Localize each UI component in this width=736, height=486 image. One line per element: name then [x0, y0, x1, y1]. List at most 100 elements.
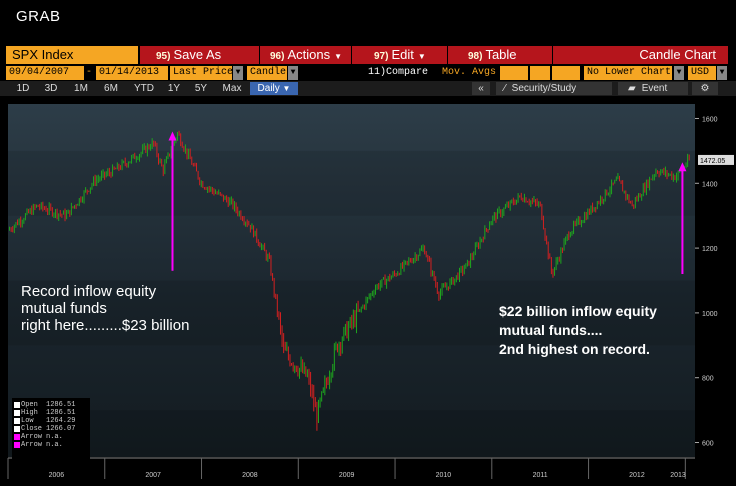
annotation-right-line: 2nd highest on record. — [499, 341, 650, 357]
annotation-left-line: mutual funds — [21, 300, 107, 317]
y-tick-label: 600 — [702, 441, 714, 448]
table-label: Table — [485, 47, 517, 62]
legend-row: Low 1264.29 — [12, 417, 90, 425]
legend-label: Low — [21, 417, 34, 425]
chevron-down-icon[interactable]: ▼ — [674, 66, 684, 80]
security-input[interactable]: SPX Index — [6, 46, 138, 64]
arrow-head — [168, 131, 177, 141]
legend-value: 1266.07 — [46, 425, 76, 433]
legend: Open 1286.51 High 1286.51 Low 1264.29 Close… — [12, 398, 90, 460]
x-tick-label: 2006 — [49, 472, 65, 479]
save-as-label: Save As — [173, 47, 222, 62]
annotation-right-line: mutual funds.... — [499, 322, 603, 338]
y-tick-label: 1000 — [702, 311, 718, 318]
event-label: Event — [641, 83, 668, 94]
chart-area[interactable] — [8, 104, 695, 475]
x-axis: 2006 2007 2008 2009 2010 2011 2012 2013 — [0, 457, 736, 481]
mov-avgs-label: Mov. Avgs — [442, 67, 497, 78]
annotation-left-line: Record inflow equity — [21, 283, 157, 300]
mov-avg-field-1[interactable] — [500, 66, 528, 80]
legend-label: Arrow — [21, 433, 43, 441]
table-num: 98) — [468, 51, 483, 62]
period-3d[interactable]: 3D — [44, 83, 58, 94]
annotation-left: Record inflow equity mutual funds right … — [21, 283, 189, 334]
legend-value: 1286.51 — [46, 401, 76, 409]
edit-num: 97) — [374, 51, 389, 62]
save-as-button[interactable]: 95) Save As — [140, 46, 260, 64]
period-5y[interactable]: 5Y — [194, 83, 208, 94]
period-6m[interactable]: 6M — [104, 83, 118, 94]
x-tick-label: 2011 — [533, 472, 548, 479]
legend-value: 1286.51 — [46, 409, 76, 417]
mov-avg-field-2[interactable] — [530, 66, 550, 80]
legend-value: n.a. — [46, 441, 63, 449]
chevron-down-icon[interactable]: ▼ — [288, 66, 298, 80]
x-axis-svg: 2006 2007 2008 2009 2010 2011 2012 2013 — [7, 457, 695, 479]
annotation-right: $22 billion inflow equity mutual funds..… — [499, 302, 657, 359]
x-tick-label: 2010 — [436, 472, 452, 479]
period-1m[interactable]: 1M — [74, 83, 88, 94]
y-axis-svg: 600 800 1000 1200 1400 1600 1472.05 — [695, 116, 734, 448]
title-bar: GRAB — [0, 0, 736, 44]
price-chart — [8, 130, 695, 475]
last-price-label: 1472.05 — [700, 158, 725, 165]
mov-avg-field-3[interactable] — [552, 66, 580, 80]
y-axis: 600 800 1000 1200 1400 1600 1472.05 — [695, 104, 736, 457]
edit-button[interactable]: 97) Edit ▼ — [352, 46, 448, 64]
table-button[interactable]: 98) Table — [448, 46, 553, 64]
period-daily-select[interactable]: Daily ▼ — [250, 82, 298, 95]
style-select[interactable]: Candle — [247, 66, 287, 80]
legend-label: Arrow — [21, 441, 43, 449]
legend-swatch — [14, 402, 20, 408]
end-date-field[interactable]: 01/14/2013 — [96, 66, 168, 80]
price-type-select[interactable]: Last Price — [170, 66, 233, 80]
chart-type-button[interactable]: Candle Chart — [553, 46, 729, 64]
period-1d[interactable]: 1D — [16, 83, 30, 94]
legend-value: 1264.29 — [46, 417, 76, 425]
event-button[interactable]: ▰ Event — [618, 82, 688, 95]
x-tick-label: 2012 — [629, 472, 645, 479]
grid-band — [8, 280, 695, 346]
y-tick-label: 800 — [702, 376, 714, 383]
chevron-down-icon[interactable]: ▼ — [233, 66, 243, 80]
legend-swatch — [14, 418, 20, 424]
gear-icon: ⚙ — [700, 83, 710, 94]
period-1y[interactable]: 1Y — [167, 83, 181, 94]
line-chart-icon: ⁄ — [504, 83, 506, 94]
y-tick-label: 1400 — [702, 181, 718, 188]
legend-label: High — [21, 409, 38, 417]
legend-label: Close — [21, 425, 43, 433]
compare-button[interactable]: 11)Compare — [368, 67, 429, 78]
legend-value: n.a. — [46, 433, 63, 441]
collapse-button[interactable]: « — [472, 82, 490, 95]
period-max[interactable]: Max — [222, 83, 242, 94]
chevron-down-icon: ▼ — [282, 84, 291, 93]
legend-swatch — [14, 426, 20, 432]
legend-row: Arrow n.a. — [12, 441, 90, 449]
chevron-down-icon: ▼ — [334, 52, 343, 61]
currency-select[interactable]: USD — [688, 66, 716, 80]
window-title: GRAB — [16, 8, 61, 25]
settings-button[interactable]: ⚙ — [692, 82, 718, 95]
y-tick-label: 1600 — [702, 116, 718, 123]
actions-label: Actions — [287, 47, 331, 62]
start-date-field[interactable]: 09/04/2007 — [6, 66, 84, 80]
x-tick-label: 2009 — [339, 472, 355, 479]
actions-button[interactable]: 96) Actions ▼ — [260, 46, 352, 64]
period-daily-label: Daily — [257, 83, 280, 94]
period-ytd[interactable]: YTD — [134, 83, 154, 94]
arrow-head — [678, 162, 687, 172]
legend-swatch — [14, 410, 20, 416]
security-study-label: Security/Study — [511, 83, 577, 94]
chevron-down-icon: ▼ — [417, 52, 426, 61]
last-price-box — [698, 154, 734, 165]
legend-row: Close 1266.07 — [12, 425, 90, 433]
legend-swatch — [14, 434, 20, 440]
candles — [9, 130, 690, 431]
security-study-button[interactable]: ⁄ Security/Study — [496, 82, 612, 95]
annotation-left-line: right here.........$23 billion — [21, 317, 190, 334]
x-tick-label: 2007 — [145, 472, 161, 479]
chevron-down-icon[interactable]: ▼ — [717, 66, 727, 80]
legend-row: Open 1286.51 — [12, 401, 90, 409]
lower-chart-select[interactable]: No Lower Chart — [584, 66, 672, 80]
